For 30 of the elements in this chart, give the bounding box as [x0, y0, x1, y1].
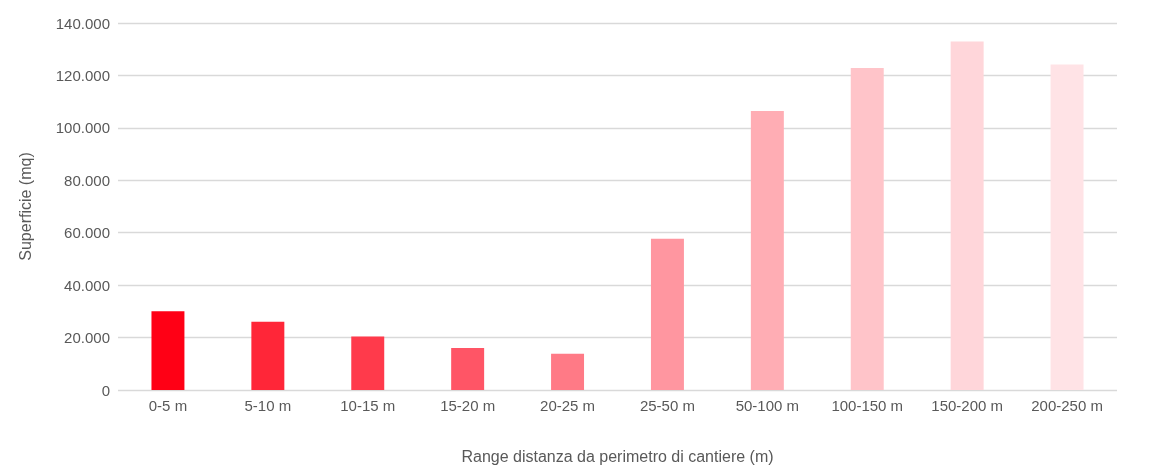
y-tick-label: 20.000 [64, 329, 110, 347]
y-axis-title: Superficie (mq) [16, 152, 34, 261]
bar [1050, 64, 1084, 390]
x-axis-title: Range distanza da perimetro di cantiere (m) [461, 447, 774, 465]
bar [151, 311, 185, 390]
y-tick-label: 80.000 [64, 171, 110, 189]
x-tick-label: 10-15 m [340, 397, 396, 414]
y-tick-label: 40.000 [64, 276, 110, 294]
y-tick-label: 0 [101, 381, 110, 399]
x-tick-label: 50-100 m [735, 397, 800, 414]
bar [650, 238, 684, 390]
x-tick-label: 15-20 m [440, 397, 496, 414]
y-tick-label: 120.000 [55, 66, 110, 84]
x-tick-label: 25-50 m [639, 397, 695, 414]
bar [750, 111, 784, 390]
x-tick-label: 150-200 m [931, 397, 1004, 414]
bar [950, 41, 984, 390]
bar [551, 353, 585, 390]
y-tick-label: 100.000 [55, 119, 110, 137]
bar [850, 68, 884, 390]
y-tick-label: 60.000 [64, 224, 110, 242]
x-tick-label: 0-5 m [148, 397, 188, 414]
bar [251, 321, 285, 390]
bar [351, 336, 385, 390]
y-tick-label: 140.000 [55, 14, 110, 32]
x-tick-label: 20-25 m [540, 397, 596, 414]
x-tick-label: 5-10 m [244, 397, 292, 414]
bar [451, 348, 485, 390]
x-tick-label: 200-250 m [1031, 397, 1103, 414]
x-tick-label: 100-150 m [831, 397, 904, 414]
